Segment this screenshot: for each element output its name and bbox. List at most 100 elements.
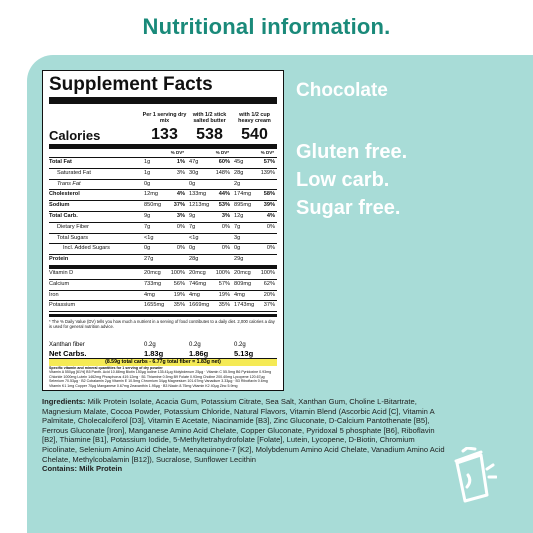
nutrient-name: Iron (49, 291, 59, 298)
nutrient-cell: 850mg 37% (142, 201, 187, 211)
amount: 28g (189, 256, 199, 263)
daily-value: 35% (218, 302, 230, 309)
daily-value: 100% (260, 269, 275, 276)
daily-value: 3% (176, 212, 185, 219)
daily-value: 19% (218, 291, 230, 298)
xanthan-row: Xanthan fiber 0.2g 0.2g 0.2g (49, 341, 277, 349)
daily-value: 0% (221, 223, 230, 230)
row-value: 0.2g (144, 342, 156, 348)
dv-heading: % DV* (260, 150, 274, 155)
nutrient-cell: 30g 148% (187, 169, 232, 179)
daily-value: 100% (215, 269, 230, 276)
amount: <1g (189, 234, 199, 241)
daily-value: 60% (218, 159, 230, 165)
nutrient-cell: 0g (187, 180, 232, 190)
nutrient-cell: 1669mg 35% (187, 301, 232, 311)
claim-low-carb: Low carb. (296, 169, 390, 191)
daily-value: 57% (218, 280, 230, 287)
amount: 895mg (234, 202, 252, 209)
claim-gluten-free: Gluten free. (296, 141, 408, 163)
nutrient-cell: 733mg 56% (142, 280, 187, 290)
amount: 2g (234, 180, 241, 187)
daily-value: 3% (221, 212, 230, 219)
amount: 45g (234, 159, 244, 165)
daily-value: 62% (263, 280, 275, 287)
calories-label: Calories (49, 128, 101, 143)
nutrient-cell: 9g 3% (187, 212, 232, 222)
amount: 1g (144, 169, 151, 176)
nutrient-cell: 746mg 57% (187, 280, 232, 290)
amount: 20mcg (234, 269, 251, 276)
ingredients-label: Ingredients: (42, 397, 86, 406)
amount: 4mg (234, 291, 245, 298)
nutrient-cell: 20mcg 100% (142, 269, 187, 279)
nutrient-cell: 4mg 20% (232, 291, 277, 301)
nutrient-cell: 1213mg 53% (187, 201, 232, 211)
daily-value: 3% (176, 169, 185, 176)
nutrient-cell: 133mg 44% (187, 190, 232, 200)
nutrient-cell: 3g (232, 234, 277, 244)
nutrient-cell: 7g 0% (142, 223, 187, 233)
amount: 174mg (234, 191, 252, 198)
daily-value: 148% (215, 169, 230, 176)
nutrient-name: Total Fat (49, 159, 72, 165)
daily-value: 44% (218, 191, 230, 198)
row-name: Net Carbs. (49, 349, 87, 358)
amount: 47g (189, 159, 199, 165)
page-title: Nutritional information. (142, 14, 391, 39)
nutrient-row: Total Fat 1g 1% 47g 60% 45g 57% (49, 158, 277, 169)
amount: 0g (189, 180, 196, 187)
amount: 0g (144, 180, 151, 187)
amount: 733mg (144, 280, 162, 287)
nutrient-name: Total Carb. (49, 212, 78, 219)
daily-value: 4% (266, 212, 275, 219)
allergen-statement: Contains: Milk Protein (42, 464, 123, 474)
nutrient-name: Total Sugars (57, 234, 89, 241)
nutrient-cell: 47g 60% (187, 158, 232, 168)
nutrient-name: Cholesterol (49, 191, 80, 198)
flavor-name: Chocolate (296, 80, 388, 101)
nutrient-cell: 12mg 4% (142, 190, 187, 200)
daily-value: 0% (266, 245, 275, 252)
nutrient-row: Potassium 1655mg 35% 1669mg 35% 1743mg 37% (49, 301, 277, 313)
column-butter: with 1/2 stick salted butter 538 (187, 112, 232, 144)
daily-value: 37% (263, 302, 275, 309)
nutrient-cell: 20mcg 100% (187, 269, 232, 279)
nutrient-cell: 0g 0% (232, 244, 277, 254)
nutrient-cell: 809mg 62% (232, 280, 277, 290)
column-cream: with 1/2 cup heavy cream 540 (232, 112, 277, 144)
daily-value: 58% (263, 191, 275, 198)
amount: 7g (234, 223, 241, 230)
calories-value: 133 (151, 126, 178, 143)
nutrient-cell: <1g (187, 234, 232, 244)
row-value: 1.86g (189, 349, 209, 358)
nutrient-name: Protein (49, 256, 69, 263)
specific-quantities: Specific vitamin and mineral quantities … (49, 366, 277, 388)
nutrient-row: Vitamin D 20mcg 100% 20mcg 100% 20mcg 100% (49, 269, 277, 280)
nutrient-row: Total Sugars <1g <1g 3g (49, 234, 277, 245)
nutrient-row: Protein 27g 28g 29g (49, 255, 277, 269)
nutrient-cell: 1655mg 35% (142, 301, 187, 311)
nutrient-row: Trans Fat 0g 0g 2g (49, 180, 277, 191)
nutrient-name: Calcium (49, 280, 70, 287)
nutrient-cell: 4mg 19% (142, 291, 187, 301)
row-name: Xanthan fiber (49, 342, 85, 348)
amount: 29g (234, 256, 244, 263)
nutrient-cell: 7g 0% (187, 223, 232, 233)
daily-value: 100% (170, 269, 185, 276)
amount: 1213mg (189, 202, 210, 209)
nutrient-cell: 7g 0% (232, 223, 277, 233)
dv-header-row: % DV* % DV* % DV* (49, 149, 277, 158)
amount: 9g (144, 212, 151, 219)
extra-info-block: Xanthan fiber 0.2g 0.2g 0.2g Net Carbs. … (42, 341, 284, 392)
specific-heading: Specific vitamin and mineral quantities … (49, 366, 163, 370)
nutrient-cell: 1743mg 37% (232, 301, 277, 311)
daily-value: 0% (176, 245, 185, 252)
nutrient-cell: 27g (142, 255, 187, 265)
calories-header-row: Calories Per 1 serving dry mix 133 with … (49, 104, 277, 149)
amount: 850mg (144, 202, 162, 209)
amount: 1g (144, 159, 151, 165)
daily-value: 57% (263, 159, 275, 165)
nutrient-row: Calcium 733mg 56% 746mg 57% 809mg 62% (49, 280, 277, 291)
daily-value: 19% (173, 291, 185, 298)
